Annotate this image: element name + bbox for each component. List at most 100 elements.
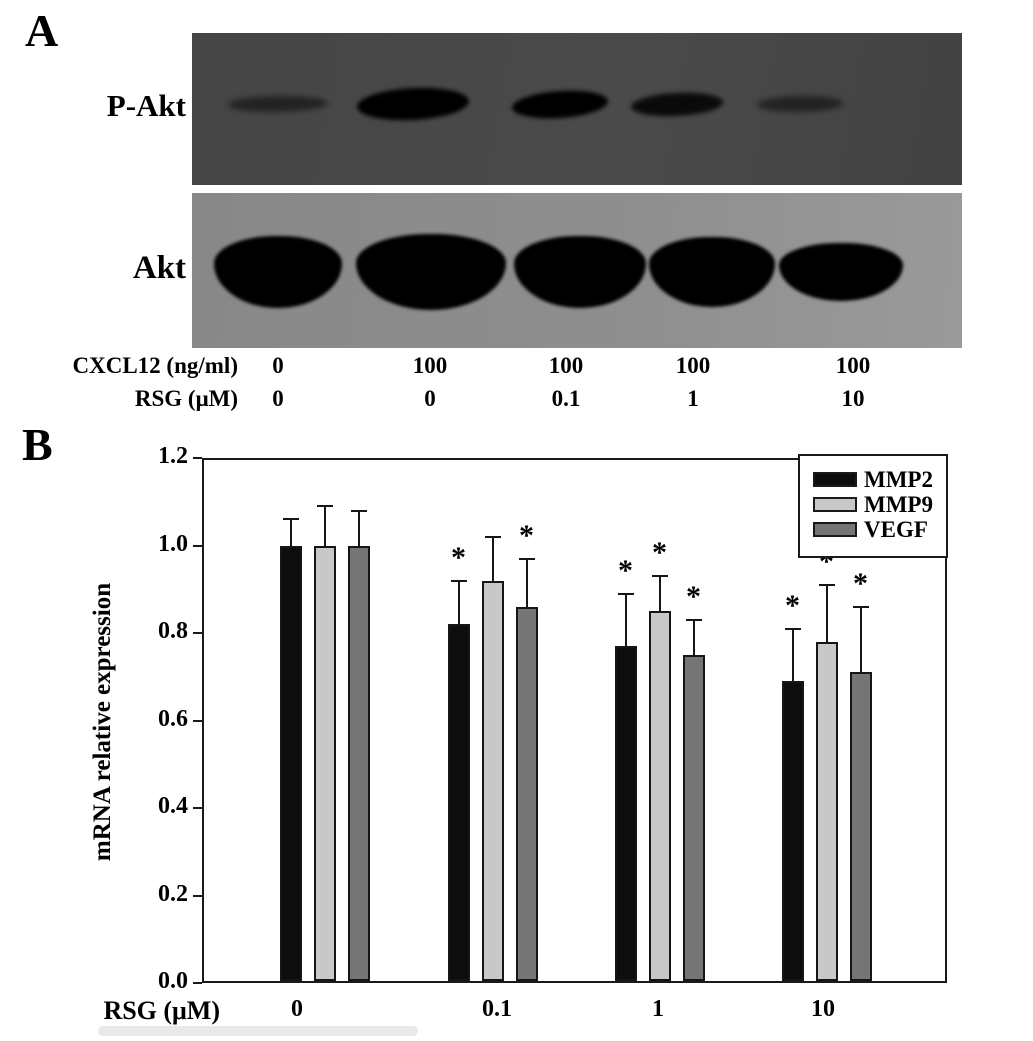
legend-swatch-VEGF [813, 522, 857, 537]
x-tick-label: 10 [811, 996, 835, 1022]
legend-row: MMP2 [813, 467, 946, 492]
bar-VEGF-1 [682, 654, 705, 981]
x-tick-label: 1 [652, 996, 664, 1022]
y-tick-label: 0.0 [158, 968, 188, 994]
panel-a-letter: A [25, 5, 59, 56]
dose-value: 0.1 [551, 386, 581, 411]
bar-VEGF-0.1 [515, 606, 538, 981]
pakt-band-lane1 [227, 95, 329, 113]
legend-swatch-MMP2 [813, 472, 857, 487]
y-tick-mark [193, 632, 202, 634]
akt-band-lane5 [779, 243, 903, 301]
y-tick-label: 0.8 [158, 618, 188, 644]
error-cap-VEGF-10 [852, 605, 869, 608]
x-tick-label: 0 [291, 996, 303, 1022]
y-tick-mark [193, 807, 202, 809]
dose-value: 0 [272, 386, 284, 411]
y-tick-label: 0.4 [158, 793, 188, 819]
panel-b-letter: B [22, 419, 53, 470]
error-bar-MMP2-10 [791, 628, 794, 682]
significance-asterisk-MMP2-10: * [785, 588, 800, 622]
pakt-blot-image [192, 33, 962, 185]
error-cap-MMP9-0.1 [484, 535, 501, 538]
error-bar-MMP2-1 [624, 593, 627, 647]
error-cap-VEGF-1 [685, 618, 702, 621]
akt-band-lane3 [514, 236, 646, 308]
akt-band-lane2 [356, 234, 506, 310]
pakt-band-lane3 [511, 87, 609, 121]
bar-MMP9-1 [648, 611, 671, 981]
pakt-band-lane4 [630, 90, 724, 118]
dose-value: 0 [272, 353, 284, 378]
dose-row-label: RSG (μM) [134, 386, 238, 411]
bar-MMP9-0.1 [481, 580, 504, 981]
pakt-band-lane2 [356, 85, 470, 123]
error-cap-MMP9-10 [818, 583, 835, 586]
y-tick-mark [193, 982, 202, 984]
dose-row-label: CXCL12 (ng/ml) [72, 353, 238, 378]
chart-legend: MMP2 MMP9 VEGF [798, 454, 948, 558]
y-tick-mark [193, 719, 202, 722]
error-bar-MMP9-0.1 [491, 536, 494, 581]
akt-band-lane1 [214, 236, 342, 308]
dose-value: 100 [835, 353, 871, 378]
chart-plot-area [202, 458, 947, 983]
error-cap-MMP9-1 [651, 575, 668, 578]
akt-blot-image [192, 193, 962, 348]
akt-row-label: Akt [132, 250, 186, 286]
y-tick-label: 0.6 [158, 705, 188, 732]
dose-value: 100 [412, 353, 448, 378]
error-bar-MMP9-0 [324, 506, 326, 546]
significance-asterisk-VEGF-10: * [853, 566, 868, 600]
y-axis-title: mRNA relative expression [89, 582, 116, 862]
bar-VEGF-10 [849, 672, 872, 981]
pakt-row-label: P-Akt [106, 88, 186, 123]
legend-label-MMP2: MMP2 [864, 467, 933, 492]
error-cap-MMP2-0 [283, 518, 299, 521]
error-bar-MMP2-0.1 [457, 580, 460, 625]
error-cap-MMP9-0 [317, 505, 333, 508]
significance-asterisk-MMP2-1: * [618, 553, 633, 587]
error-bar-VEGF-0.1 [525, 558, 528, 607]
error-cap-MMP2-0.1 [450, 579, 467, 582]
error-cap-VEGF-0.1 [518, 557, 535, 560]
bar-MMP2-0 [280, 545, 302, 981]
bar-VEGF-0 [348, 545, 370, 981]
y-tick-label: 1.2 [158, 443, 188, 469]
bar-MMP9-0 [314, 545, 336, 981]
error-cap-MMP2-10 [784, 627, 801, 630]
x-tick-label: 0.1 [482, 996, 512, 1022]
dose-value: 1 [687, 386, 699, 411]
bar-MMP2-10 [781, 681, 804, 981]
dose-value: 100 [548, 353, 584, 378]
y-tick-label: 1.0 [158, 530, 188, 557]
pakt-band-lane5 [756, 95, 844, 113]
error-bar-MMP9-10 [825, 584, 828, 642]
significance-asterisk-VEGF-0.1: * [519, 518, 534, 552]
legend-swatch-MMP9 [813, 497, 857, 512]
y-tick-mark [193, 544, 202, 547]
error-cap-VEGF-0 [351, 509, 367, 512]
akt-band-lane4 [649, 237, 775, 307]
dose-value: 0 [424, 386, 436, 411]
scan-artifact [98, 1026, 418, 1036]
significance-asterisk-MMP9-1: * [652, 536, 667, 570]
error-bar-VEGF-10 [859, 606, 862, 673]
dose-value: 100 [675, 353, 711, 378]
legend-row: MMP9 [813, 492, 946, 517]
error-bar-VEGF-0 [358, 510, 360, 546]
error-cap-MMP2-1 [617, 592, 634, 595]
x-axis-title: RSG (μM) [103, 996, 220, 1025]
significance-asterisk-MMP2-0.1: * [451, 540, 466, 574]
legend-row: VEGF [813, 517, 946, 542]
significance-asterisk-VEGF-1: * [686, 579, 701, 613]
y-tick-mark [193, 457, 202, 459]
legend-label-MMP9: MMP9 [864, 492, 933, 517]
bar-MMP2-1 [614, 646, 637, 981]
error-bar-MMP2-0 [290, 519, 292, 546]
legend-label-VEGF: VEGF [864, 517, 928, 542]
dose-value: 10 [841, 386, 865, 411]
y-tick-mark [193, 894, 202, 897]
y-tick-label: 0.2 [158, 880, 188, 907]
